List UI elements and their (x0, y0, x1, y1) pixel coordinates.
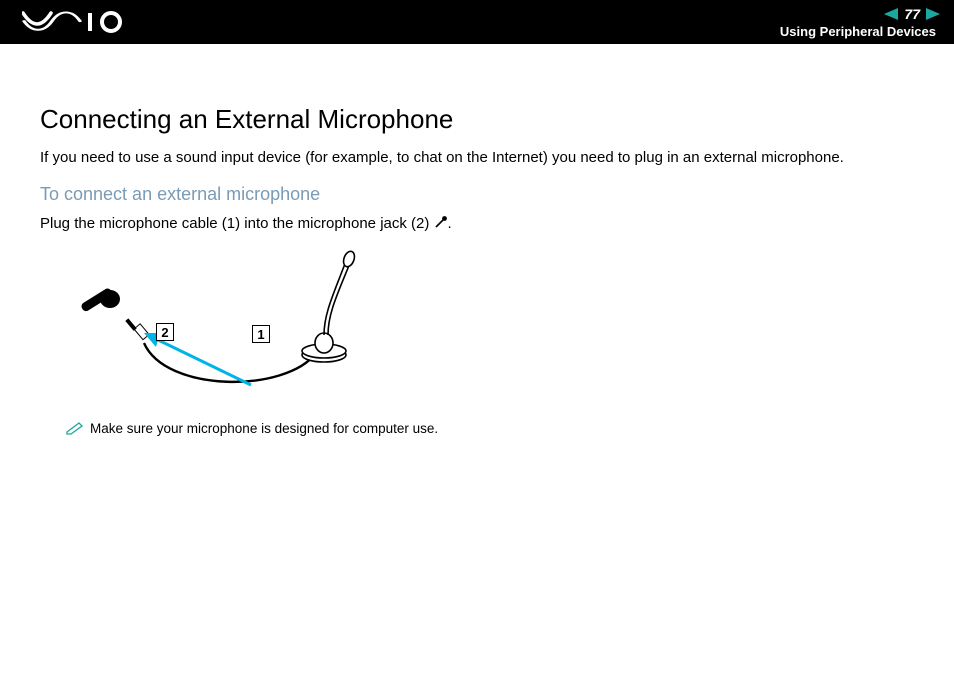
section-label: Using Peripheral Devices (780, 24, 940, 39)
prev-page-button[interactable] (884, 8, 898, 20)
note-icon (66, 421, 84, 440)
note-text: Make sure your microphone is designed fo… (90, 421, 438, 436)
callout-cable: 1 (252, 325, 270, 343)
header-bar: 77 Using Peripheral Devices (0, 0, 954, 44)
sub-heading: To connect an external microphone (40, 184, 914, 205)
step-text-post: . (448, 215, 452, 232)
step-text-pre: Plug the microphone cable (1) into the m… (40, 215, 434, 232)
plug-icon (126, 319, 149, 340)
page-content: Connecting an External Microphone If you… (0, 44, 954, 440)
page-title: Connecting an External Microphone (40, 104, 914, 135)
desk-mic-icon (302, 250, 356, 362)
page-number: 77 (904, 6, 920, 22)
intro-text: If you need to use a sound input device … (40, 149, 914, 166)
microphone-icon (434, 215, 448, 233)
header-right: 77 Using Peripheral Devices (780, 6, 940, 39)
note-row: Make sure your microphone is designed fo… (66, 421, 914, 440)
step-text: Plug the microphone cable (1) into the m… (40, 215, 914, 233)
callout-jack: 2 (156, 323, 174, 341)
connection-diagram: 1 2 (56, 243, 436, 403)
next-page-button[interactable] (926, 8, 940, 20)
page-navigator: 77 (884, 6, 940, 22)
vaio-logo (22, 10, 132, 34)
handheld-mic-icon (80, 287, 120, 313)
